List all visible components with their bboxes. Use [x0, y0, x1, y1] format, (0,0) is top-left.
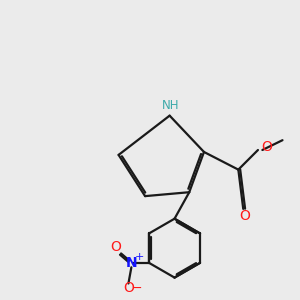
Text: O: O — [111, 240, 122, 254]
Text: O: O — [239, 209, 250, 223]
Text: N: N — [126, 256, 137, 270]
Text: O: O — [261, 140, 272, 154]
Text: +: + — [135, 252, 144, 262]
Text: −: − — [132, 282, 142, 295]
Text: O: O — [123, 281, 134, 295]
Text: NH: NH — [162, 99, 180, 112]
